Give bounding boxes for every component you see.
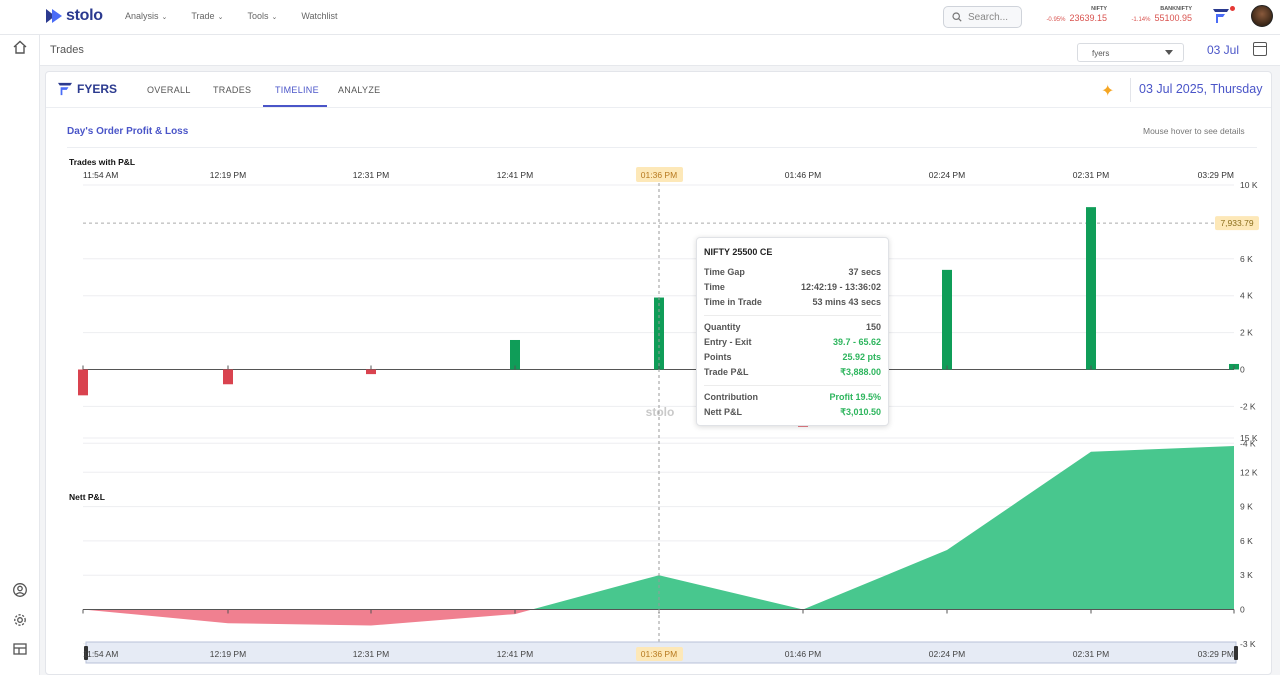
- divider: [67, 147, 1257, 148]
- tooltip-row: Time in Trade 53 mins 43 secs: [704, 297, 881, 312]
- tooltip-row: Nett P&L ₹3,010.50: [704, 407, 881, 422]
- tab-overall[interactable]: OVERALL: [147, 85, 191, 95]
- divider: [704, 385, 881, 386]
- tooltip-title: NIFTY 25500 CE: [704, 247, 773, 257]
- tooltip-value: ₹3,888.00: [840, 367, 881, 377]
- tooltip-row: Time 12:42:19 - 13:36:02: [704, 282, 881, 297]
- tooltip-value: Profit 19.5%: [829, 392, 881, 402]
- hover-hint: Mouse hover to see details: [1143, 126, 1245, 136]
- tooltip-row: Points 25.92 pts: [704, 352, 881, 367]
- tooltip-label: Time Gap: [704, 267, 745, 277]
- table-icon[interactable]: [12, 641, 28, 657]
- nav-tools[interactable]: Tools ⌄: [247, 11, 278, 21]
- tooltip-label: Entry - Exit: [704, 337, 752, 347]
- tooltip-label: Quantity: [704, 322, 741, 332]
- tooltip-value: 25.92 pts: [842, 352, 881, 362]
- chevron-down-icon: ⌄: [161, 14, 168, 21]
- page-title: Trades: [50, 44, 84, 56]
- main-nav: Analysis ⌄ Trade ⌄ Tools ⌄ Watchlist: [125, 11, 338, 21]
- tooltip-label: Contribution: [704, 392, 758, 402]
- chevron-down-icon: ⌄: [217, 14, 224, 21]
- nav-watchlist[interactable]: Watchlist: [301, 11, 338, 21]
- trade-tooltip: NIFTY 25500 CE Time Gap 37 secs Time 12:42:…: [696, 237, 889, 426]
- tab-analyze[interactable]: ANALYZE: [338, 85, 381, 95]
- tooltip-value: 39.7 - 65.62: [832, 337, 881, 347]
- avatar[interactable]: [1251, 5, 1273, 27]
- tooltip-value: 150: [865, 322, 881, 332]
- search-icon: [952, 12, 962, 22]
- app-name: stolo: [66, 7, 103, 24]
- home-icon[interactable]: [12, 39, 28, 55]
- calendar-icon[interactable]: [1253, 42, 1267, 56]
- tooltip-value: ₹3,010.50: [840, 407, 881, 417]
- user-icon[interactable]: [12, 582, 28, 598]
- section-title: Day's Order Profit & Loss: [67, 126, 189, 137]
- tooltip-row: Contribution Profit 19.5%: [704, 392, 881, 407]
- caret-down-icon: [1165, 50, 1173, 55]
- divider: [704, 315, 881, 316]
- tooltip-value: 37 secs: [848, 267, 881, 277]
- fyers-icon: [58, 82, 72, 96]
- tooltip-value: 12:42:19 - 13:36:02: [800, 282, 881, 292]
- fyers-icon[interactable]: [1212, 8, 1230, 24]
- date-display[interactable]: 03 Jul: [1207, 43, 1240, 57]
- tooltip-label: Points: [704, 352, 732, 362]
- divider: [1130, 78, 1131, 102]
- stolo-logo[interactable]: stolo: [46, 7, 103, 25]
- nav-analysis[interactable]: Analysis ⌄: [125, 11, 168, 21]
- tooltip-row: Quantity 150: [704, 322, 881, 337]
- tooltip-label: Time: [704, 282, 725, 292]
- search-input[interactable]: Search...: [943, 6, 1022, 28]
- tooltip-label: Nett P&L: [704, 407, 742, 417]
- broker-logo: FYERS: [57, 82, 117, 96]
- gear-icon[interactable]: [12, 612, 28, 628]
- timeline-card: FYERS OVERALL TRADES TIMELINE ANALYZE ✦ …: [45, 71, 1272, 675]
- nav-trade[interactable]: Trade ⌄: [191, 11, 224, 21]
- tooltip-row: Entry - Exit 39.7 - 65.62: [704, 337, 881, 352]
- tooltip-row: Time Gap 37 secs: [704, 267, 881, 282]
- index-banknifty[interactable]: BANKNIFTY -1.14% 55100.95: [1131, 6, 1192, 23]
- tab-trades[interactable]: TRADES: [213, 85, 252, 95]
- sidebar: [0, 35, 40, 675]
- chevron-down-icon: ⌄: [271, 14, 278, 21]
- tooltip-label: Time in Trade: [704, 297, 762, 307]
- tooltip-value: 53 mins 43 secs: [812, 297, 881, 307]
- stolo-logo-icon: [46, 9, 62, 23]
- sparkle-icon[interactable]: ✦: [1101, 83, 1115, 100]
- search-placeholder: Search...: [968, 11, 1009, 23]
- active-tab-indicator: [263, 105, 327, 107]
- page-header: Trades fyers 03 Jul: [40, 35, 1280, 66]
- notification-dot: [1230, 6, 1235, 11]
- index-nifty[interactable]: NIFTY -0.95% 23639.15: [1046, 6, 1107, 23]
- selected-date: 03 Jul 2025, Thursday: [1139, 82, 1263, 96]
- tab-bar: FYERS OVERALL TRADES TIMELINE ANALYZE ✦ …: [46, 72, 1271, 108]
- tooltip-row: Trade P&L ₹3,888.00: [704, 367, 881, 382]
- broker-select[interactable]: fyers: [1077, 43, 1184, 62]
- tab-timeline[interactable]: TIMELINE: [275, 85, 319, 95]
- top-bar: stolo Analysis ⌄ Trade ⌄ Tools ⌄ Watchlist …: [0, 0, 1280, 35]
- tooltip-label: Trade P&L: [704, 367, 749, 377]
